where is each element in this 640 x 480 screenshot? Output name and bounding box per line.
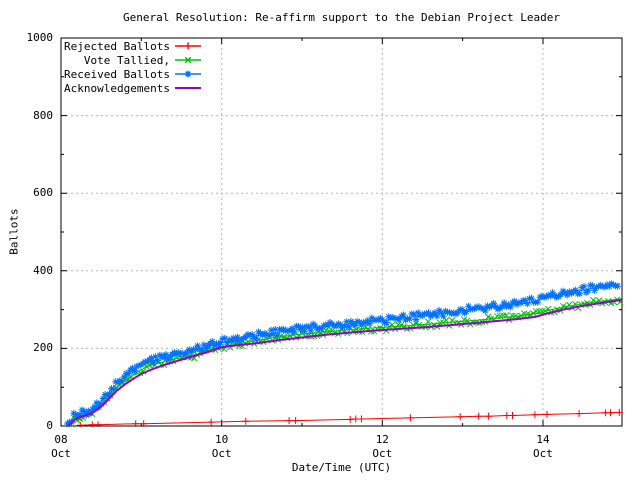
legend-sample-line-icon xyxy=(175,87,201,89)
legend-item-received-ballots: Received Ballots xyxy=(63,67,203,81)
y-axis-label: Ballots xyxy=(7,208,21,255)
legend-label: Vote Tallied, xyxy=(83,53,170,67)
y-tick-label-400: 400 xyxy=(33,263,53,277)
grid-lines xyxy=(61,38,622,426)
series-markers-vote-tallied xyxy=(65,296,623,427)
series-line-acknowledgements xyxy=(67,298,622,427)
y-tick-label-200: 200 xyxy=(33,341,53,355)
y-tick-label-800: 800 xyxy=(33,108,53,122)
legend-item-vote-tallied: Vote Tallied, xyxy=(63,53,203,67)
x-tick-label-14-Oct: 14 Oct xyxy=(533,433,553,460)
legend-item-rejected-ballots: Rejected Ballots xyxy=(63,39,203,53)
x-axis-label: Date/Time (UTC) xyxy=(291,461,392,474)
chart-title: General Resolution: Re-affirm support to… xyxy=(122,11,561,24)
legend-label: Received Ballots xyxy=(64,67,170,81)
legend-item-acknowledgements: Acknowledgements xyxy=(63,81,203,95)
series-line-received-ballots xyxy=(66,283,620,427)
x-tick-label-12-Oct: 12 Oct xyxy=(372,433,393,460)
axis-ticks xyxy=(60,37,622,427)
legend-sample-plus-icon xyxy=(175,42,201,50)
y-tick-label-0: 0 xyxy=(46,419,53,432)
chart-legend: Rejected Ballots Vote Tallied, Received Ba… xyxy=(63,39,203,95)
legend-label: Rejected Ballots xyxy=(64,39,170,53)
series-markers-received-ballots xyxy=(64,280,621,427)
y-tick-label-1000: 1000 xyxy=(26,31,54,44)
legend-sample-cross-icon xyxy=(175,56,201,64)
series-markers-rejected-ballots xyxy=(76,408,623,427)
y-tick-label-600: 600 xyxy=(33,186,53,200)
x-tick-label-10-Oct: 10 Oct xyxy=(211,433,232,460)
legend-sample-star-icon xyxy=(175,70,201,78)
x-tick-label-08-Oct: 08 Oct xyxy=(51,433,71,460)
legend-label: Acknowledgements xyxy=(64,81,170,95)
